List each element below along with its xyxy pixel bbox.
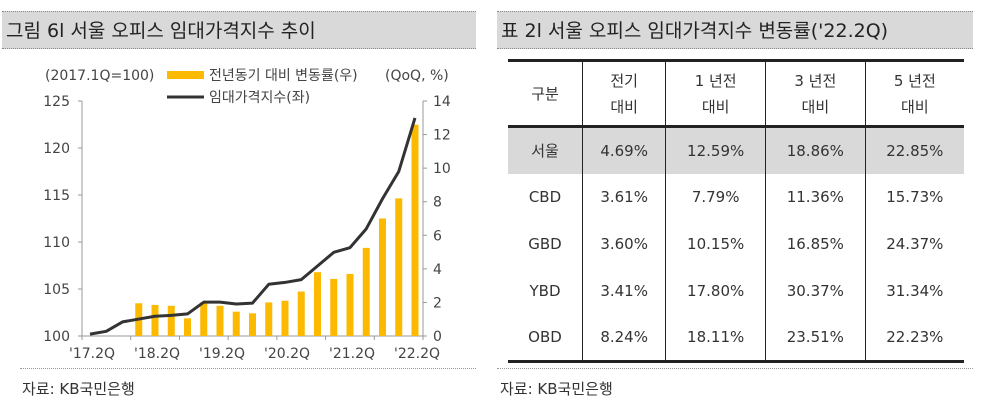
column-header-line: 1 년전 xyxy=(694,71,737,90)
bar xyxy=(297,291,305,336)
right-tick-label: 10 xyxy=(433,161,451,177)
table-row: GBD 3.60% 10.15% 16.85% 24.37% xyxy=(508,220,964,268)
right-tick-label: 12 xyxy=(433,128,451,144)
x-tick-label: '20.2Q xyxy=(264,346,310,362)
table-cell: 31.34% xyxy=(864,267,964,315)
row-label: 서울 xyxy=(508,126,583,174)
column-header-line: 대비 xyxy=(701,97,730,116)
column-header-line: 5 년전 xyxy=(893,71,936,90)
left-axis-note: (2017.1Q=100) xyxy=(45,68,154,84)
x-tick-label: '18.2Q xyxy=(134,346,180,362)
chart-source: 자료: KB국민은행 xyxy=(22,380,135,398)
table-title: 표 2l 서울 오피스 임대가격지수 변동률('22.2Q) xyxy=(497,11,973,49)
right-tick-label: 14 xyxy=(433,94,451,110)
bar xyxy=(249,313,256,336)
table-row: OBD 8.24% 18.11% 23.51% 22.23% xyxy=(508,314,964,362)
x-tick-label: '17.2Q xyxy=(69,346,115,362)
left-tick-label: 125 xyxy=(43,94,70,110)
table-source: 자료: KB국민은행 xyxy=(500,380,613,398)
bar xyxy=(346,273,354,336)
column-header-line: 대비 xyxy=(610,97,638,116)
bar xyxy=(362,247,370,336)
table-row: CBD 3.61% 7.79% 11.36% 15.73% xyxy=(508,173,964,221)
right-tick-label: 2 xyxy=(433,295,442,311)
left-tick-label: 105 xyxy=(43,282,70,298)
divider xyxy=(497,368,973,369)
right-tick-label: 0 xyxy=(433,329,442,345)
table-cell: 16.85% xyxy=(764,220,866,268)
bar xyxy=(281,300,289,336)
row-label: GBD xyxy=(528,235,562,253)
divider xyxy=(20,368,476,369)
chart-title: 그림 6l 서울 오피스 임대가격지수 추이 xyxy=(2,11,476,49)
bar xyxy=(314,272,321,336)
bar xyxy=(184,318,191,336)
bar xyxy=(395,198,403,336)
index-line xyxy=(89,117,417,336)
bar xyxy=(411,124,419,337)
column-header-line: 대비 xyxy=(901,97,929,116)
column-header-line: 전기 xyxy=(610,71,638,90)
table-cell: 15.73% xyxy=(864,173,964,221)
table-cell: 30.37% xyxy=(764,267,866,315)
change-rate-table: 구분 전기 대비 1 년전 대비 3 년전 대비 5 년전 대비 서울 4.69% 12.59% 18… xyxy=(508,59,964,363)
table-cell: 17.80% xyxy=(665,267,766,315)
table-cell: 8.24% xyxy=(581,314,666,362)
column-header-line: 3 년전 xyxy=(794,71,837,90)
row-label: YBD xyxy=(529,282,561,300)
table-cell: 7.79% xyxy=(665,173,766,221)
row-label: OBD xyxy=(528,328,562,347)
right-tick-label: 8 xyxy=(433,195,442,211)
left-tick-label: 120 xyxy=(43,141,70,157)
x-tick-label: '22.2Q xyxy=(394,346,440,362)
table-header-row: 구분 전기 대비 1 년전 대비 3 년전 대비 5 년전 대비 xyxy=(508,60,964,127)
bar xyxy=(265,302,273,336)
table-cell: 11.36% xyxy=(764,173,866,221)
table-cell: 3.41% xyxy=(581,267,666,315)
table-cell: 24.37% xyxy=(864,220,964,268)
x-tick-label: '19.2Q xyxy=(199,346,245,362)
right-tick-label: 6 xyxy=(433,228,442,244)
chart: (2017.1Q=100) (QoQ, %) 전년동기 대비 변동률(우) 임대… xyxy=(43,68,451,362)
bar xyxy=(200,302,208,336)
table-row: 서울 4.69% 12.59% 18.86% 22.85% xyxy=(508,126,964,174)
bar xyxy=(167,305,175,336)
column-header-line: 대비 xyxy=(801,97,830,116)
legend-bar-label: 전년동기 대비 변동률(우) xyxy=(209,68,358,84)
table-cell: 18.11% xyxy=(665,314,766,362)
table-cell: 23.51% xyxy=(764,314,866,362)
table-cell: 22.23% xyxy=(864,314,964,362)
table-cell: 12.59% xyxy=(665,126,766,174)
bar xyxy=(216,305,224,336)
left-tick-label: 115 xyxy=(43,188,70,204)
bar xyxy=(151,304,159,336)
right-tick-label: 4 xyxy=(433,262,442,278)
bar xyxy=(330,278,338,336)
left-tick-label: 100 xyxy=(43,329,70,345)
column-header-line: 구분 xyxy=(531,84,559,103)
table-cell: 18.86% xyxy=(764,126,866,174)
bar xyxy=(232,311,240,336)
table-cell: 3.61% xyxy=(581,173,666,221)
table-cell: 3.60% xyxy=(581,220,666,268)
left-tick-label: 110 xyxy=(43,235,70,251)
legend-line-label: 임대가격지수(좌) xyxy=(209,90,310,106)
table-cell: 4.69% xyxy=(581,126,666,174)
bar xyxy=(379,218,386,336)
column-header: 구분 xyxy=(508,61,583,127)
right-axis-note: (QoQ, %) xyxy=(385,68,449,84)
table-cell: 10.15% xyxy=(665,220,766,268)
table-row: YBD 3.41% 17.80% 30.37% 31.34% xyxy=(508,267,964,315)
table-cell: 22.85% xyxy=(864,126,964,174)
row-label: CBD xyxy=(528,188,562,206)
x-tick-label: '21.2Q xyxy=(329,346,375,362)
legend-bar-swatch xyxy=(167,71,204,79)
